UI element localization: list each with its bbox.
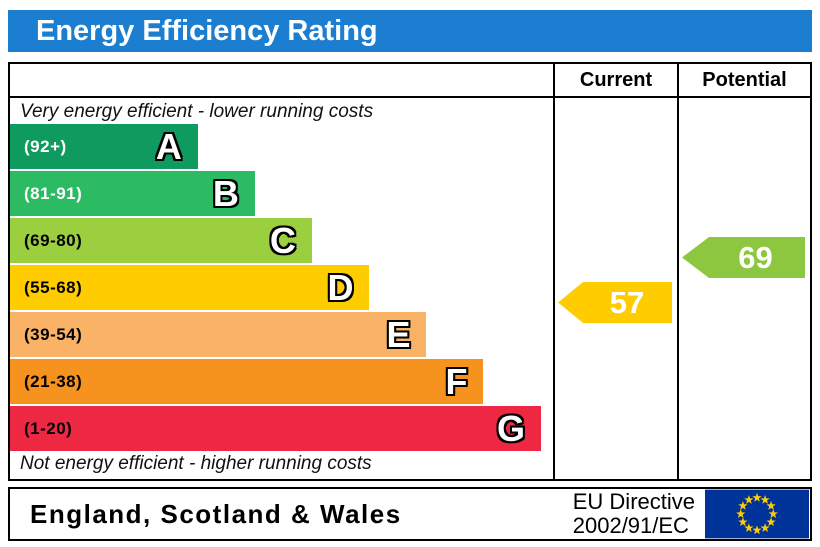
page-title: Energy Efficiency Rating bbox=[36, 14, 378, 47]
band-C-range: (69-80) bbox=[24, 230, 83, 250]
band-D-range: (55-68) bbox=[24, 277, 83, 297]
eu-flag-icon bbox=[705, 489, 809, 539]
band-G-letter: G bbox=[497, 407, 526, 449]
band-B-letter: B bbox=[212, 172, 239, 214]
region-label: England, Scotland & Wales bbox=[30, 498, 402, 529]
band-E-range: (39-54) bbox=[24, 324, 83, 344]
band-E-letter: E bbox=[386, 313, 411, 355]
band-B-range: (81-91) bbox=[24, 183, 83, 203]
current-rating-column: 57 bbox=[553, 98, 677, 479]
band-D-letter: D bbox=[327, 266, 354, 308]
band-D: (55-68) D bbox=[10, 265, 370, 310]
band-F-letter: F bbox=[445, 360, 468, 402]
band-B: (81-91) B bbox=[10, 171, 255, 216]
epc-chart: Current Potential Very energy efficient … bbox=[8, 62, 812, 481]
band-A: (92+) A bbox=[10, 124, 198, 169]
potential-rating-arrow: 69 bbox=[682, 237, 805, 278]
column-header-potential: Potential bbox=[677, 64, 810, 96]
current-rating-arrow: 57 bbox=[558, 282, 672, 323]
scale-top-note: Very energy efficient - lower running co… bbox=[20, 101, 374, 122]
band-E: (39-54) E bbox=[10, 312, 427, 357]
band-G: (1-20) G bbox=[10, 406, 542, 451]
current-rating-value: 57 bbox=[609, 284, 645, 320]
band-C-letter: C bbox=[269, 219, 296, 261]
eu-directive-line2: 2002/91/EC bbox=[572, 513, 689, 538]
potential-rating-value: 69 bbox=[738, 239, 773, 275]
band-C: (69-80) C bbox=[10, 218, 312, 263]
chart-header-row: Current Potential bbox=[10, 64, 810, 98]
band-F: (21-38) F bbox=[10, 359, 484, 404]
band-F-range: (21-38) bbox=[24, 371, 83, 391]
band-A-range: (92+) bbox=[24, 136, 67, 156]
chart-footer: England, Scotland & Wales EU Directive 2… bbox=[8, 487, 812, 541]
potential-rating-column: 69 bbox=[677, 98, 810, 479]
chart-header-spacer bbox=[10, 64, 553, 96]
column-header-current: Current bbox=[553, 64, 677, 96]
rating-scale: Very energy efficient - lower running co… bbox=[10, 98, 553, 479]
scale-bottom-note: Not energy efficient - higher running co… bbox=[20, 453, 372, 474]
page-title-bar: Energy Efficiency Rating bbox=[8, 10, 812, 52]
band-A-letter: A bbox=[155, 125, 182, 167]
eu-directive-line1: EU Directive bbox=[572, 489, 695, 515]
chart-body: Very energy efficient - lower running co… bbox=[10, 98, 810, 479]
eu-directive-label: EU Directive 2002/91/EC bbox=[573, 490, 695, 538]
band-G-range: (1-20) bbox=[24, 418, 73, 438]
